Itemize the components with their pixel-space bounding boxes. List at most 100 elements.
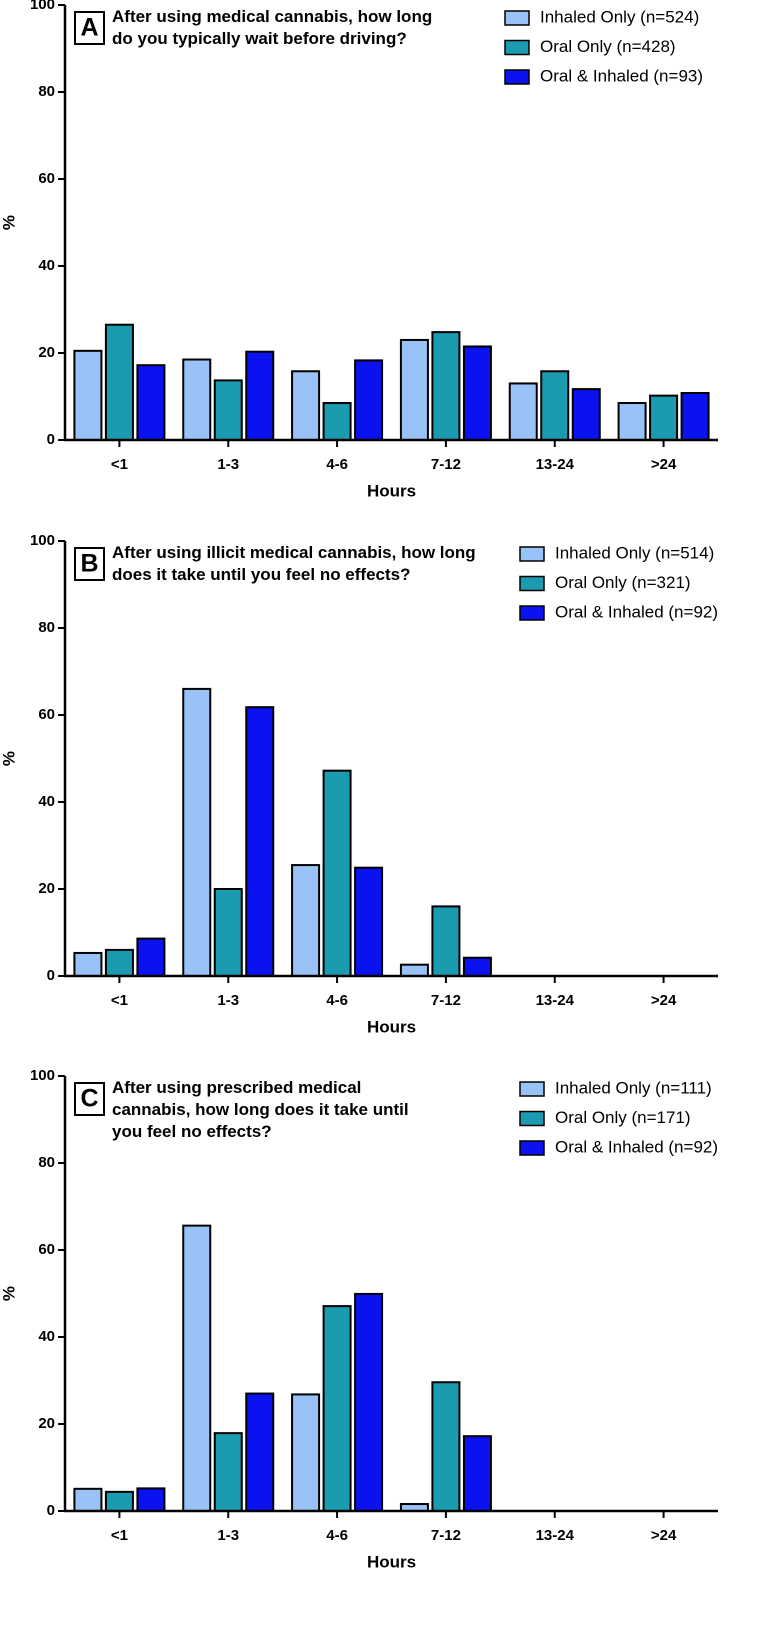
legend-label: Inhaled Only (n=514) (555, 543, 714, 562)
bar (213, 888, 243, 977)
x-tick-label: 13-24 (536, 456, 575, 473)
legend-swatch (519, 1110, 545, 1127)
bar (245, 350, 275, 442)
y-tick-label: 80 (38, 1154, 55, 1171)
y-tick-label: 20 (38, 880, 55, 897)
chart-title: After using medical cannabis, how long d… (112, 7, 433, 48)
bar (354, 1292, 384, 1513)
bar (136, 1487, 166, 1513)
y-tick-label: 20 (38, 1415, 55, 1432)
x-tick-label: 13-24 (536, 992, 575, 1009)
legend-swatch (519, 605, 545, 621)
bar (104, 323, 134, 442)
x-tick-label: 1-3 (217, 1527, 239, 1544)
bar (182, 358, 212, 441)
y-tick-label: 60 (38, 706, 55, 723)
y-tick-label: 0 (47, 1502, 55, 1519)
legend-swatch (519, 1140, 545, 1156)
bar (617, 402, 647, 441)
bar (462, 1435, 492, 1513)
legend-label: Inhaled Only (n=524) (540, 7, 699, 26)
legend-swatch (519, 575, 545, 592)
x-tick-label: 4-6 (326, 456, 348, 473)
panel-label-box (74, 547, 105, 581)
x-axis-label: Hours (367, 1552, 416, 1571)
bar (462, 345, 492, 442)
bar (354, 866, 384, 977)
x-tick-label: <1 (111, 992, 128, 1009)
x-tick-label: >24 (651, 456, 677, 473)
y-tick-label: 40 (38, 793, 55, 810)
bar (322, 769, 352, 977)
x-tick-label: 4-6 (326, 1527, 348, 1544)
legend-swatch (504, 39, 530, 56)
bar (322, 402, 352, 441)
bar (291, 864, 321, 978)
y-axis-label: % (0, 751, 18, 766)
bar (104, 948, 134, 978)
bar (431, 905, 461, 978)
y-tick-label: 40 (38, 257, 55, 274)
x-tick-label: 7-12 (431, 456, 461, 473)
chart-title: After using illicit medical cannabis, ho… (112, 543, 476, 584)
legend-label: Oral Only (n=171) (555, 1108, 691, 1127)
y-tick-label: 100 (30, 532, 55, 549)
bar (104, 1490, 134, 1512)
y-tick-label: 40 (38, 1328, 55, 1345)
x-tick-label: 1-3 (217, 992, 239, 1009)
bar (213, 379, 243, 441)
x-tick-label: >24 (651, 992, 677, 1009)
bar (291, 370, 321, 441)
bar (213, 1432, 243, 1513)
legend-label: Oral & Inhaled (n=93) (540, 66, 703, 85)
y-tick-label: 0 (47, 967, 55, 984)
bar (182, 687, 212, 978)
bar (182, 1224, 212, 1512)
x-tick-label: 13-24 (536, 1527, 575, 1544)
panel-label: C (80, 1085, 98, 1113)
legend-label: Oral Only (n=428) (540, 37, 676, 56)
panel-label: A (80, 14, 98, 42)
y-axis-label: % (0, 1286, 18, 1301)
bar (136, 937, 166, 978)
x-tick-label: 1-3 (217, 456, 239, 473)
x-tick-label: <1 (111, 1527, 128, 1544)
y-tick-label: 80 (38, 83, 55, 100)
panel-label-box (74, 1082, 105, 1116)
x-axis-label: Hours (367, 1017, 416, 1036)
legend-swatch (504, 69, 530, 85)
bar (431, 1381, 461, 1512)
bar (649, 394, 679, 442)
x-tick-label: >24 (651, 1527, 677, 1544)
legend-label: Oral & Inhaled (n=92) (555, 1137, 718, 1156)
x-tick-label: 7-12 (431, 992, 461, 1009)
bar (322, 1305, 352, 1512)
bar (245, 706, 275, 977)
legend-label: Inhaled Only (n=111) (555, 1078, 712, 1097)
legend-label: Oral & Inhaled (n=92) (555, 602, 718, 621)
bar (245, 1392, 275, 1513)
y-tick-label: 80 (38, 619, 55, 636)
bar (431, 331, 461, 441)
bar (354, 359, 384, 441)
y-tick-label: 60 (38, 170, 55, 187)
legend-label: Oral Only (n=321) (555, 573, 691, 592)
x-axis-label: Hours (367, 481, 416, 500)
legend-swatch (519, 1081, 545, 1097)
x-tick-label: 7-12 (431, 1527, 461, 1544)
bar (136, 364, 166, 441)
y-tick-label: 60 (38, 1241, 55, 1258)
bar (462, 956, 492, 977)
panel-label-box (74, 11, 105, 45)
y-tick-label: 100 (30, 0, 55, 13)
legend-swatch (519, 546, 545, 562)
bar (399, 963, 429, 978)
bar (73, 1487, 103, 1512)
bar (291, 1393, 321, 1513)
y-tick-label: 100 (30, 1067, 55, 1084)
bar (571, 388, 601, 442)
y-axis-label: % (0, 215, 18, 230)
legend-swatch (504, 10, 530, 26)
